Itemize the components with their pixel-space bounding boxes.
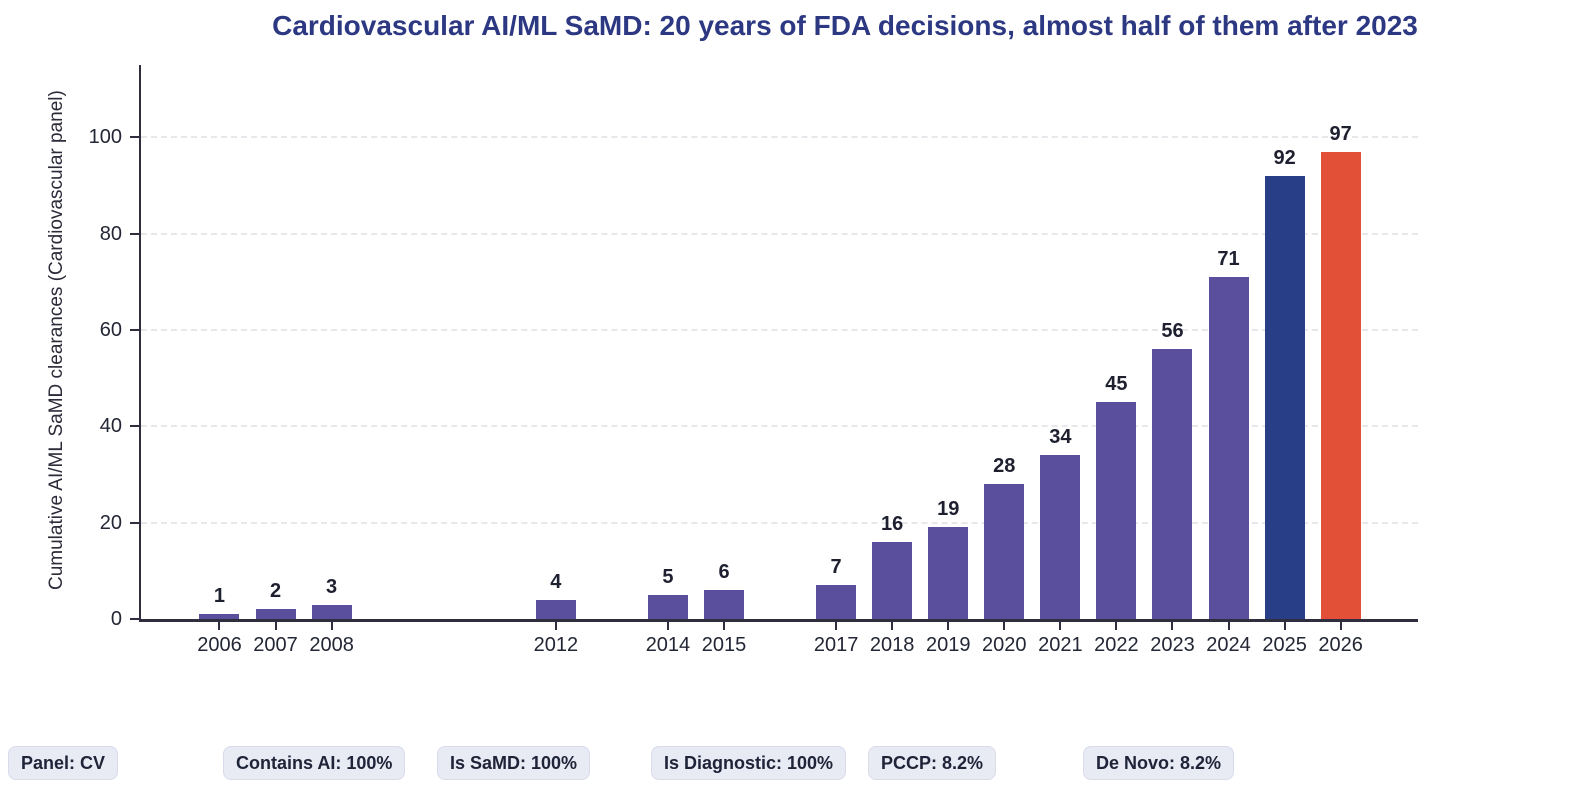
x-tick-label-2012: 2012 <box>533 634 579 656</box>
x-tick-mark-2017 <box>835 622 838 630</box>
bar-value-2014: 5 <box>662 565 674 588</box>
x-tick-mark-2020 <box>1003 622 1006 630</box>
bar-2015 <box>704 590 744 619</box>
x-tick-label-2017: 2017 <box>813 634 859 656</box>
bar-2018 <box>872 541 913 619</box>
badge-contains-ai: Contains AI: 100% <box>223 746 406 780</box>
x-tick-mark-2025 <box>1283 622 1286 630</box>
bar-value-2021: 34 <box>1049 426 1072 449</box>
x-tick-label-2018: 2018 <box>869 634 915 656</box>
bar-2024 <box>1208 276 1249 619</box>
gridline-y-20 <box>141 521 1418 524</box>
bar-2020 <box>984 484 1025 619</box>
gridline-y-80 <box>141 232 1418 235</box>
x-tick-label-2022: 2022 <box>1094 634 1139 656</box>
bar-value-2017: 7 <box>830 556 842 579</box>
bar-2006 <box>199 614 240 619</box>
x-tick-label-2006: 2006 <box>197 634 242 656</box>
x-tick-label-2026: 2026 <box>1318 634 1363 656</box>
bar-2008 <box>311 604 352 619</box>
bar-value-2022: 45 <box>1105 373 1128 396</box>
x-tick-label-2024: 2024 <box>1206 634 1251 656</box>
badge-de-novo: De Novo: 8.2% <box>1083 746 1235 780</box>
plot-area: 1 2 3 4 5 6 7 16 19 28 34 45 56 71 92 97 <box>139 65 1418 622</box>
x-tick-mark-2008 <box>330 622 333 630</box>
y-tick-mark-60 <box>130 328 139 331</box>
bar-2014 <box>647 594 688 619</box>
bar-value-2020: 28 <box>993 455 1016 478</box>
bar-value-2023: 56 <box>1161 320 1184 343</box>
y-tick-mark-80 <box>130 232 139 235</box>
bar-value-2008: 3 <box>326 575 338 598</box>
gridline-y-40 <box>141 425 1418 428</box>
x-tick-mark-2018 <box>891 622 894 630</box>
x-tick-mark-2022 <box>1115 622 1118 630</box>
gridline-y-60 <box>141 328 1418 331</box>
y-tick-label-100: 100 <box>88 126 122 149</box>
bar-2007 <box>255 609 296 619</box>
x-tick-mark-2021 <box>1059 622 1062 630</box>
x-tick-mark-2007 <box>274 622 277 630</box>
bar-value-2012: 4 <box>550 570 562 593</box>
y-tick-mark-0 <box>130 618 139 620</box>
y-tick-label-20: 20 <box>99 511 122 534</box>
badge-pccp: PCCP: 8.2% <box>868 746 997 780</box>
x-tick-label-2021: 2021 <box>1038 634 1083 656</box>
bar-value-2006: 1 <box>213 585 226 608</box>
x-tick-label-2020: 2020 <box>982 634 1027 656</box>
y-tick-label-80: 80 <box>99 222 122 245</box>
bar-value-2026: 97 <box>1329 122 1352 145</box>
bar-value-2015: 6 <box>718 561 730 584</box>
bar-value-2007: 2 <box>269 580 282 603</box>
y-tick-label-60: 60 <box>99 318 122 341</box>
bar-2026 <box>1320 151 1361 619</box>
badge-is-diagnostic: Is Diagnostic: 100% <box>651 746 847 780</box>
bar-2025 <box>1264 175 1305 619</box>
chart-title: Cardiovascular AI/ML SaMD: 20 years of F… <box>272 10 1418 41</box>
x-tick-mark-2024 <box>1227 622 1230 630</box>
gridline-y-100 <box>141 136 1418 139</box>
bar-value-2018: 16 <box>881 512 904 535</box>
bar-2017 <box>816 585 857 619</box>
y-tick-mark-20 <box>130 521 139 524</box>
x-tick-mark-2019 <box>947 622 950 630</box>
bar-value-2019: 19 <box>937 498 960 521</box>
y-tick-label-40: 40 <box>99 415 122 438</box>
x-tick-mark-2023 <box>1171 622 1174 630</box>
x-tick-label-2019: 2019 <box>925 634 971 656</box>
bar-value-2024: 71 <box>1217 247 1240 270</box>
x-tick-label-2014: 2014 <box>645 634 691 656</box>
x-tick-mark-2026 <box>1339 622 1342 630</box>
x-tick-mark-2012 <box>554 622 557 630</box>
bar-2012 <box>535 599 576 619</box>
bar-2023 <box>1152 349 1193 619</box>
y-tick-label-0: 0 <box>110 608 122 630</box>
x-tick-label-2008: 2008 <box>309 634 354 656</box>
x-tick-label-2015: 2015 <box>701 634 747 656</box>
x-tick-label-2007: 2007 <box>253 634 298 656</box>
x-tick-mark-2015 <box>723 622 725 630</box>
y-tick-mark-40 <box>130 425 139 428</box>
x-tick-mark-2014 <box>666 622 669 630</box>
bar-value-2025: 92 <box>1273 146 1296 169</box>
bar-2022 <box>1096 402 1137 619</box>
x-tick-label-2025: 2025 <box>1262 634 1307 656</box>
bar-2021 <box>1040 455 1081 619</box>
x-tick-mark-2006 <box>218 622 221 630</box>
badge-panel: Panel: CV <box>8 746 119 780</box>
badge-is-samd: Is SaMD: 100% <box>437 746 591 780</box>
x-tick-label-2023: 2023 <box>1150 634 1195 656</box>
bar-2019 <box>928 527 969 619</box>
y-tick-mark-100 <box>130 136 139 139</box>
